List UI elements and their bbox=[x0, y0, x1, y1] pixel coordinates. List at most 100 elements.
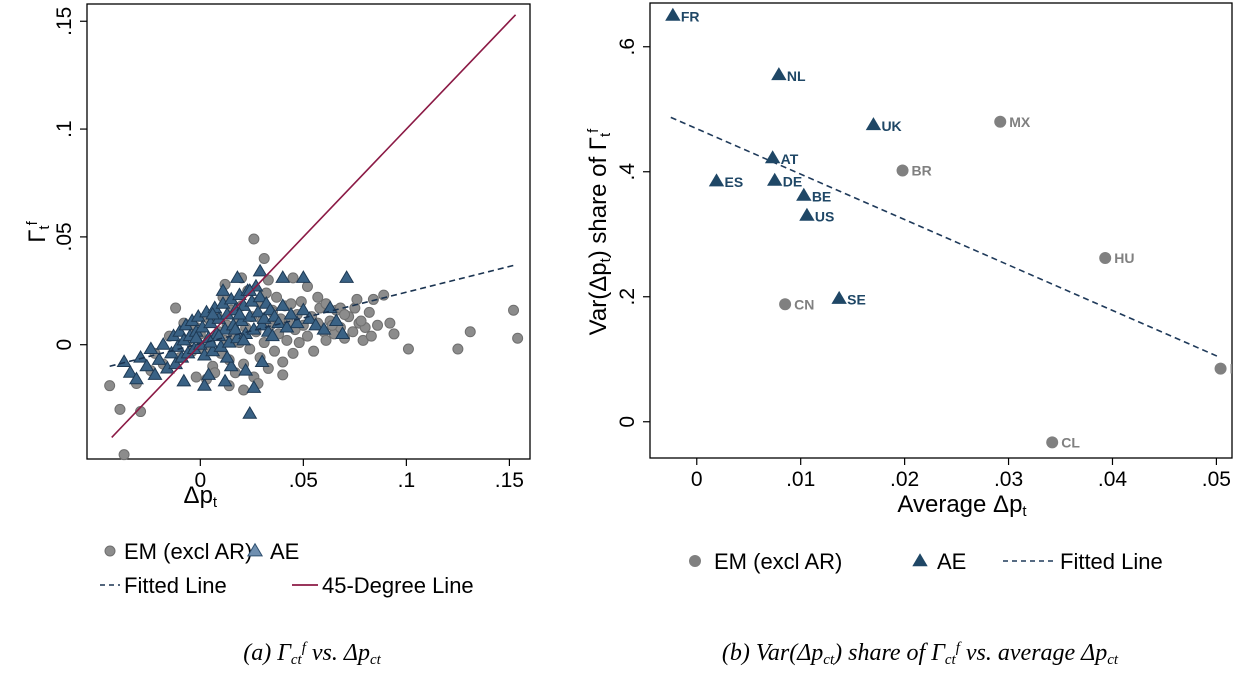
legend-em-marker bbox=[104, 545, 116, 557]
ae-point bbox=[147, 367, 163, 380]
legend-em-label: EM (excl AR) bbox=[714, 549, 842, 574]
em-point bbox=[301, 280, 313, 292]
panel-a-points bbox=[104, 233, 524, 461]
em-point bbox=[190, 371, 202, 383]
panel-b-points: MX BR HU CN RU CL FR NL UK AT ES DE BE US SE bbox=[665, 7, 1232, 450]
ae-point bbox=[232, 306, 247, 320]
ae-point bbox=[128, 371, 144, 385]
caption-a: (a) Γctf vs. Δpct bbox=[243, 640, 381, 668]
ae-point bbox=[339, 270, 355, 283]
legend-a: EM (excl AR) AE Fitted Line 45-Degree Line bbox=[100, 539, 474, 598]
x-tick-label: .01 bbox=[786, 468, 815, 491]
ae-point bbox=[252, 289, 268, 303]
em-country-point bbox=[779, 298, 792, 311]
y-tick-label: .2 bbox=[616, 288, 639, 306]
ae-country-point bbox=[708, 173, 725, 187]
legend-em-marker bbox=[689, 555, 701, 567]
ae-country-point bbox=[865, 117, 882, 131]
ae-point bbox=[283, 306, 299, 320]
em-point bbox=[512, 332, 524, 344]
y-tick-label: .15 bbox=[53, 7, 76, 36]
ae-country-point bbox=[831, 290, 847, 304]
em-point bbox=[248, 233, 260, 245]
em-point bbox=[508, 304, 520, 316]
ae-point bbox=[250, 304, 266, 318]
ae-point bbox=[205, 306, 221, 320]
em-point bbox=[388, 328, 400, 340]
ae-country-point bbox=[799, 207, 815, 221]
legend-fitted-label: Fitted Line bbox=[1060, 549, 1163, 574]
x-tick-label: 0 bbox=[691, 468, 703, 491]
x-axis-label: Δpt bbox=[184, 482, 218, 511]
ae-point bbox=[188, 330, 204, 344]
em-country-label: MX bbox=[1009, 114, 1031, 130]
y-tick-label: 0 bbox=[616, 416, 639, 428]
ae-point bbox=[176, 373, 192, 387]
ae-country-label: ES bbox=[725, 174, 744, 190]
x-tick-label: .05 bbox=[1202, 468, 1231, 491]
ae-point bbox=[229, 270, 245, 283]
em-point bbox=[287, 272, 299, 284]
ae-country-label: AT bbox=[781, 151, 799, 167]
ae-point bbox=[254, 354, 270, 367]
ae-point bbox=[133, 349, 149, 363]
x-tick-label: 0 bbox=[194, 469, 206, 492]
legend-45-label: 45-Degree Line bbox=[322, 573, 474, 598]
em-point bbox=[355, 315, 367, 327]
em-point bbox=[277, 356, 289, 368]
em-country-label: BR bbox=[912, 163, 932, 179]
ae-point bbox=[242, 406, 258, 419]
em-point bbox=[238, 384, 250, 396]
ae-point bbox=[215, 283, 231, 296]
ae-point bbox=[264, 328, 280, 342]
ae-country-label: US bbox=[815, 209, 834, 225]
ae-country-label: UK bbox=[881, 118, 901, 134]
em-point bbox=[402, 343, 414, 355]
ae-point bbox=[139, 358, 155, 372]
y-tick-label: 0 bbox=[53, 339, 76, 351]
ae-point bbox=[252, 263, 268, 277]
em-point bbox=[293, 337, 305, 349]
x-tick-label: .03 bbox=[994, 468, 1023, 491]
em-point bbox=[372, 319, 384, 331]
em-point bbox=[363, 306, 375, 318]
ae-point bbox=[308, 317, 324, 331]
em-point bbox=[308, 345, 320, 357]
em-point bbox=[452, 343, 464, 355]
ae-country-point bbox=[767, 172, 783, 186]
y-tick-label: .05 bbox=[53, 222, 76, 251]
em-point bbox=[367, 293, 379, 305]
ae-point bbox=[275, 270, 291, 283]
ae-point bbox=[227, 321, 243, 335]
x-axis-label: Average Δpt bbox=[897, 491, 1027, 520]
legend-ae-label: AE bbox=[937, 549, 966, 574]
em-point bbox=[281, 334, 293, 346]
legend-ae-marker bbox=[246, 542, 264, 557]
em-point bbox=[269, 345, 281, 357]
em-point bbox=[301, 330, 313, 342]
em-point bbox=[320, 334, 332, 346]
ae-point bbox=[256, 311, 272, 324]
em-country-label: CN bbox=[794, 296, 814, 312]
ae-point bbox=[238, 362, 254, 376]
x-tick-label: .02 bbox=[890, 468, 919, 491]
ae-point bbox=[122, 365, 138, 378]
em-point bbox=[170, 302, 182, 314]
em-country-point bbox=[994, 115, 1007, 128]
x-tick-label: .04 bbox=[1098, 468, 1128, 491]
em-point bbox=[384, 317, 396, 329]
em-point bbox=[104, 380, 116, 392]
legend-ae-marker bbox=[912, 553, 928, 567]
ae-point bbox=[172, 324, 188, 337]
em-point bbox=[339, 309, 351, 321]
ae-point bbox=[236, 332, 252, 346]
ae-point bbox=[168, 356, 184, 370]
ae-country-label: SE bbox=[847, 292, 866, 308]
y-tick-label: .6 bbox=[616, 38, 639, 56]
y-tick-label: .4 bbox=[616, 163, 639, 181]
legend-em-label: EM (excl AR) bbox=[124, 539, 252, 564]
x-tick-label: .05 bbox=[289, 469, 318, 492]
em-country-label: HU bbox=[1114, 250, 1134, 266]
ae-point bbox=[155, 337, 171, 350]
